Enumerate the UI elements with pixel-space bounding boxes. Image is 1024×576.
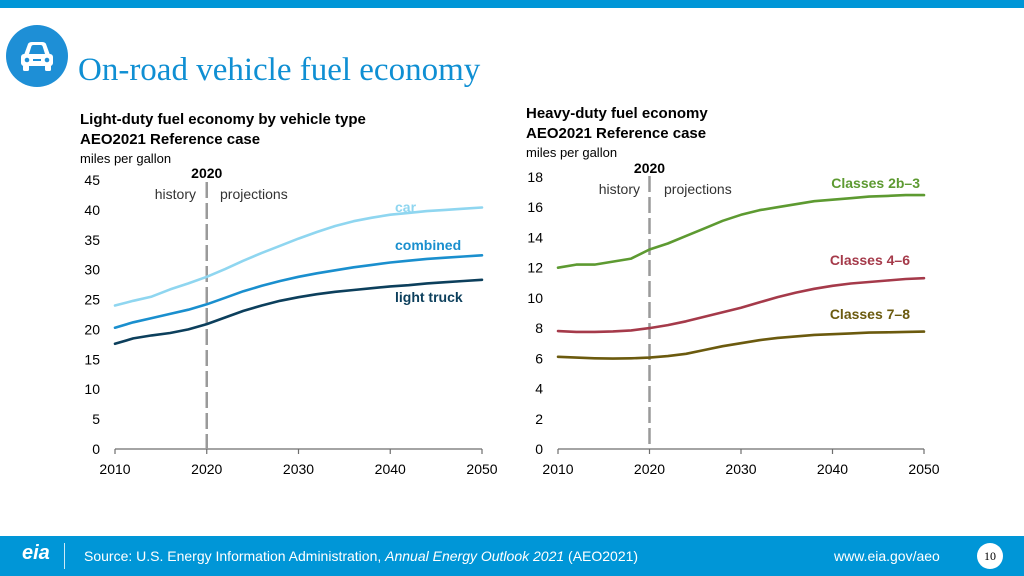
source-report-title: Annual Energy Outlook 2021 [385,548,565,564]
light-x-tick-label: 2030 [283,461,314,477]
light-series-label-light_truck: light truck [395,289,463,305]
light-y-tick-label: 20 [84,321,100,337]
footer-bar: eia Source: U.S. Energy Information Admi… [0,536,1024,576]
heavy-y-tick-label: 14 [527,229,543,245]
heavy-y-tick-label: 12 [527,260,543,276]
eia-logo: eia [22,542,50,564]
heavy-y-tick-label: 16 [527,199,543,215]
heavy-duty-units: miles per gallon [526,145,618,160]
heavy-duty-chart-subtitle: AEO2021 Reference case [526,125,707,142]
light-duty-chart-header: Light-duty fuel economy by vehicle type … [80,110,366,168]
light-x-tick-label: 2010 [99,461,130,477]
light-series-label-car: car [395,199,417,215]
heavy-divider-year-label: 2020 [634,160,665,176]
page-title: On-road vehicle fuel economy [78,52,481,88]
heavy-y-tick-label: 8 [535,320,543,336]
heavy-series-label-classes_2b3: Classes 2b–3 [831,175,920,191]
source-suffix: (AEO2021) [564,548,639,564]
top-accent-bar [0,0,1024,8]
heavy-y-tick-label: 10 [527,290,543,306]
heavy-x-tick-label: 2040 [817,461,848,477]
light-duty-units: miles per gallon [80,151,172,166]
heavy-y-tick-label: 0 [535,441,543,457]
light-x-tick-label: 2020 [191,461,222,477]
light-y-tick-label: 45 [84,172,100,188]
light-y-tick-label: 5 [92,411,100,427]
heavy-x-tick-label: 2050 [908,461,939,477]
light-y-tick-label: 0 [92,441,100,457]
light-y-tick-label: 15 [84,351,100,367]
light-duty-chart-title: Light-duty fuel economy by vehicle type [80,111,366,128]
heavy-x-tick-label: 2030 [725,461,756,477]
heavy-y-tick-label: 4 [535,381,543,397]
light-duty-chart-subtitle: AEO2021 Reference case [80,131,261,148]
heavy-duty-chart-title: Heavy-duty fuel economy [526,105,708,122]
heavy-x-tick-label: 2010 [542,461,573,477]
page-number: 10 [977,543,1003,569]
heavy-series-line-classes_2b3 [556,193,926,270]
heavy-projections-label: projections [664,181,732,197]
light-projections-label: projections [220,186,288,202]
source-prefix: Source: U.S. Energy Information Administ… [84,548,386,564]
footer-divider [64,543,65,569]
light-y-tick-label: 10 [84,381,100,397]
heavy-series-label-classes_46: Classes 4–6 [830,252,910,268]
footer-url-link[interactable]: www.eia.gov/aeo [834,548,940,564]
light-series-label-combined: combined [395,237,461,253]
heavy-series-label-classes_78: Classes 7–8 [830,306,910,322]
heavy-y-tick-label: 2 [535,411,543,427]
heavy-x-tick-label: 2020 [634,461,665,477]
light-y-tick-label: 25 [84,292,100,308]
heavy-y-tick-label: 6 [535,350,543,366]
light-x-tick-label: 2040 [375,461,406,477]
source-note: Source: U.S. Energy Information Administ… [84,548,638,564]
heavy-series-line-classes_46 [556,276,926,334]
light-series-line-combined [113,254,484,330]
light-history-label: history [155,186,196,202]
light-y-tick-label: 40 [84,202,100,218]
car-icon [6,25,68,87]
heavy-history-label: history [599,181,640,197]
light-divider-year-label: 2020 [191,165,222,181]
light-y-tick-label: 35 [84,232,100,248]
light-series-line-light_truck [113,278,484,346]
light-series-line-car [113,206,484,307]
light-x-tick-label: 2050 [466,461,497,477]
light-y-tick-label: 30 [84,262,100,278]
heavy-duty-chart-header: Heavy-duty fuel economy AEO2021 Referenc… [526,104,708,162]
heavy-series-line-classes_78 [556,330,926,360]
heavy-y-tick-label: 18 [527,169,543,185]
